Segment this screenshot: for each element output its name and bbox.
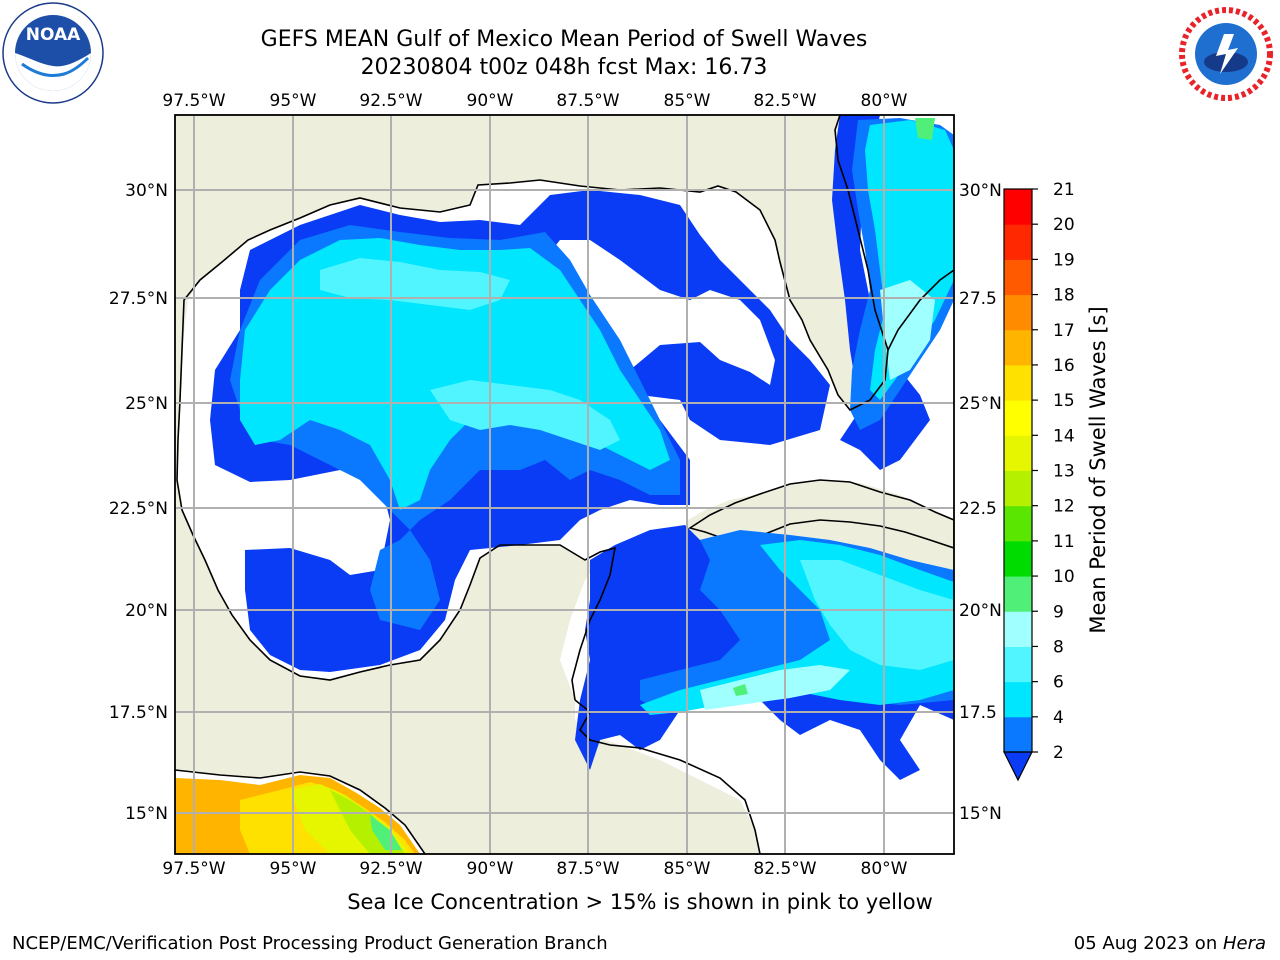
- colorbar-tick-label: 15: [1053, 391, 1075, 411]
- map-area: [175, 115, 954, 854]
- colorbar-tick-label: 20: [1053, 215, 1075, 235]
- colorbar-segment: [1004, 400, 1032, 436]
- colorbar-segment: [1004, 364, 1032, 401]
- pacific-swell-patch: [175, 775, 420, 854]
- svg-text:NOAA: NOAA: [26, 25, 81, 45]
- lat-label: 22.5: [959, 499, 997, 519]
- colorbar-tick-label: 19: [1053, 250, 1075, 270]
- colorbar-tick-label: 18: [1053, 286, 1075, 306]
- colorbar-segment: [1004, 435, 1032, 471]
- lon-label: 85°W: [664, 91, 711, 111]
- footer-date-text: 05 Aug 2023 on: [1073, 933, 1223, 954]
- lat-label: 17.5°N: [109, 703, 168, 723]
- sea-ice-caption: Sea Ice Concentration > 15% is shown in …: [347, 890, 933, 914]
- colorbar-tick-label: 13: [1053, 462, 1075, 482]
- lon-label: 82.5°W: [753, 91, 816, 111]
- lat-label: 22.5°N: [109, 499, 168, 519]
- lon-labels-bottom: 97.5°W 95°W 92.5°W 90°W 87.5°W 85°W 82.5…: [162, 859, 907, 879]
- colorbar-tick-label: 2: [1053, 743, 1064, 763]
- map-frame: [174, 114, 955, 855]
- colorbar-segment: [1004, 329, 1032, 366]
- grid-lines: [175, 115, 954, 854]
- colorbar-tick-label: 21: [1053, 180, 1075, 200]
- lat-label: 15°N: [959, 804, 1002, 824]
- lat-labels-left: 30°N 27.5°N 25°N 22.5°N 20°N 17.5°N 15°N: [109, 181, 168, 824]
- lon-labels-top: 97.5°W 95°W 92.5°W 90°W 87.5°W 85°W 82.5…: [162, 91, 907, 111]
- lat-label: 25°N: [959, 394, 1002, 414]
- colorbar-segment: [1004, 294, 1032, 331]
- colorbar-ticks: 2 4 6 8 9 10 11 12 13 14 15 16 17 18 19 20 21: [1032, 180, 1075, 763]
- colorbar-segment: [1004, 646, 1032, 683]
- colorbar-label: Mean Period of Swell Waves [s]: [1086, 306, 1110, 633]
- lon-label: 95°W: [270, 91, 317, 111]
- chart-subtitle: 20230804 t00z 048h fcst Max: 16.73: [360, 55, 768, 80]
- noaa-logo: NOAA: [2, 2, 104, 104]
- colorbar-segment: [1004, 716, 1032, 753]
- colorbar-segment: [1004, 470, 1032, 507]
- lat-label: 30°N: [125, 181, 168, 201]
- lon-label: 80°W: [861, 91, 908, 111]
- lat-labels-right: 30°N 27.5 25°N 22.5 20°N 17.5 15°N: [959, 181, 1002, 824]
- lon-label: 95°W: [270, 859, 317, 879]
- chart-title: GEFS MEAN Gulf of Mexico Mean Period of …: [260, 27, 868, 52]
- lon-label: 92.5°W: [359, 91, 422, 111]
- lat-label: 25°N: [125, 394, 168, 414]
- colorbar-segment: [1004, 611, 1032, 647]
- colorbar-segment: [1004, 540, 1032, 577]
- footer-date: 05 Aug 2023 on Hera: [1074, 933, 1266, 954]
- lat-label: 17.5: [959, 703, 997, 723]
- colorbar-tick-label: 10: [1053, 567, 1075, 587]
- colorbar: 2 4 6 8 9 10 11 12 13 14 15 16 17 18 19 20 21 Mean Perio…: [1003, 180, 1110, 782]
- colorbar-tick-label: 8: [1053, 637, 1064, 657]
- colorbar-tick-label: 6: [1053, 673, 1064, 693]
- colorbar-segment: [1004, 505, 1032, 542]
- lon-label: 97.5°W: [162, 859, 225, 879]
- colorbar-segment: [1004, 259, 1032, 296]
- nws-logo: [1178, 6, 1274, 102]
- lat-label: 20°N: [959, 601, 1002, 621]
- colorbar-extend-triangle: [1003, 751, 1033, 782]
- colorbar-tick-label: 17: [1053, 321, 1075, 341]
- lat-label: 15°N: [125, 804, 168, 824]
- colorbar-segment: [1004, 681, 1032, 718]
- lat-label: 20°N: [125, 601, 168, 621]
- colorbar-tick-label: 4: [1053, 708, 1064, 728]
- lon-label: 85°W: [664, 859, 711, 879]
- colorbar-segment: [1004, 576, 1032, 612]
- colorbar-tick-label: 11: [1053, 532, 1075, 552]
- lon-label: 80°W: [861, 859, 908, 879]
- lat-label: 30°N: [959, 181, 1002, 201]
- footer-host: Hera: [1222, 933, 1266, 954]
- colorbar-segment: [1004, 224, 1032, 260]
- lat-label: 27.5°N: [109, 289, 168, 309]
- footer-credit: NCEP/EMC/Verification Post Processing Pr…: [12, 933, 608, 954]
- colorbar-segments: [1004, 189, 1032, 753]
- colorbar-tick-label: 9: [1053, 602, 1064, 622]
- lon-label: 82.5°W: [753, 859, 816, 879]
- lon-label: 92.5°W: [359, 859, 422, 879]
- lon-label: 90°W: [467, 859, 514, 879]
- lon-label: 87.5°W: [556, 91, 619, 111]
- lon-label: 90°W: [467, 91, 514, 111]
- colorbar-tick-label: 14: [1053, 426, 1075, 446]
- lon-label: 97.5°W: [162, 91, 225, 111]
- colorbar-tick-label: 12: [1053, 497, 1075, 517]
- lon-label: 87.5°W: [556, 859, 619, 879]
- colorbar-tick-label: 16: [1053, 356, 1075, 376]
- colorbar-segment: [1004, 189, 1032, 225]
- lat-label: 27.5: [959, 289, 997, 309]
